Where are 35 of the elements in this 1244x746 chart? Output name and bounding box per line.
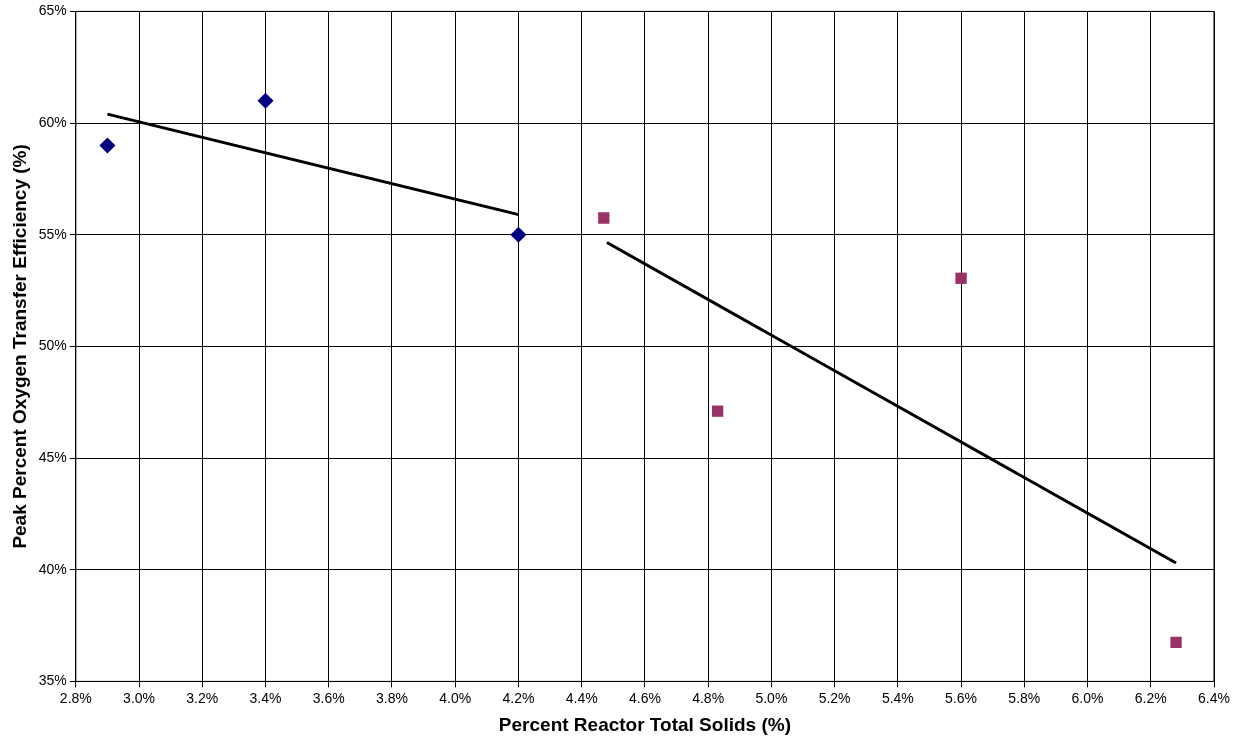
y-tick-label: 40% bbox=[38, 560, 67, 577]
x-tick-label: 5.2% bbox=[818, 689, 851, 706]
x-tick-label: 5.8% bbox=[1008, 689, 1041, 706]
x-tick-label: 3.2% bbox=[186, 689, 219, 706]
x-tick-label: 4.0% bbox=[439, 689, 472, 706]
x-tick-label: 4.2% bbox=[502, 689, 535, 706]
point bbox=[711, 405, 724, 417]
x-tick-label: 4.8% bbox=[692, 689, 725, 706]
x-tick-label: 2.8% bbox=[59, 689, 92, 706]
point bbox=[257, 92, 274, 109]
x-tick-label: 3.6% bbox=[312, 689, 345, 706]
x-tick-label: 4.6% bbox=[628, 689, 661, 706]
y-tick-label: 45% bbox=[38, 448, 67, 465]
x-tick-label: 3.4% bbox=[249, 689, 282, 706]
y-tick-label: 60% bbox=[38, 113, 67, 130]
point bbox=[510, 226, 527, 243]
x-tick-label: 5.6% bbox=[945, 689, 978, 706]
point bbox=[99, 137, 116, 154]
x-tick-label: 3.0% bbox=[123, 689, 156, 706]
y-tick-label: 65% bbox=[38, 2, 67, 19]
x-axis-title: Percent Reactor Total Solids (%) bbox=[498, 713, 791, 735]
y-tick-label: 50% bbox=[38, 337, 67, 354]
x-tick-label: 6.0% bbox=[1071, 689, 1104, 706]
x-tick-label: 4.4% bbox=[565, 689, 598, 706]
x-tick-label: 6.2% bbox=[1134, 689, 1167, 706]
point bbox=[598, 212, 610, 224]
y-tick-label: 35% bbox=[38, 672, 67, 689]
y-axis-title: Peak Percent Oxygen Transfer Efficiency (%) bbox=[8, 144, 30, 549]
x-tick-label: 3.8% bbox=[376, 689, 408, 706]
point bbox=[1170, 636, 1182, 648]
x-tick-label: 5.4% bbox=[881, 689, 914, 706]
y-tick-label: 55% bbox=[38, 225, 67, 242]
x-tick-label: 6.4% bbox=[1198, 689, 1230, 706]
x-tick-label: 5.0% bbox=[755, 689, 788, 706]
point bbox=[955, 272, 967, 284]
